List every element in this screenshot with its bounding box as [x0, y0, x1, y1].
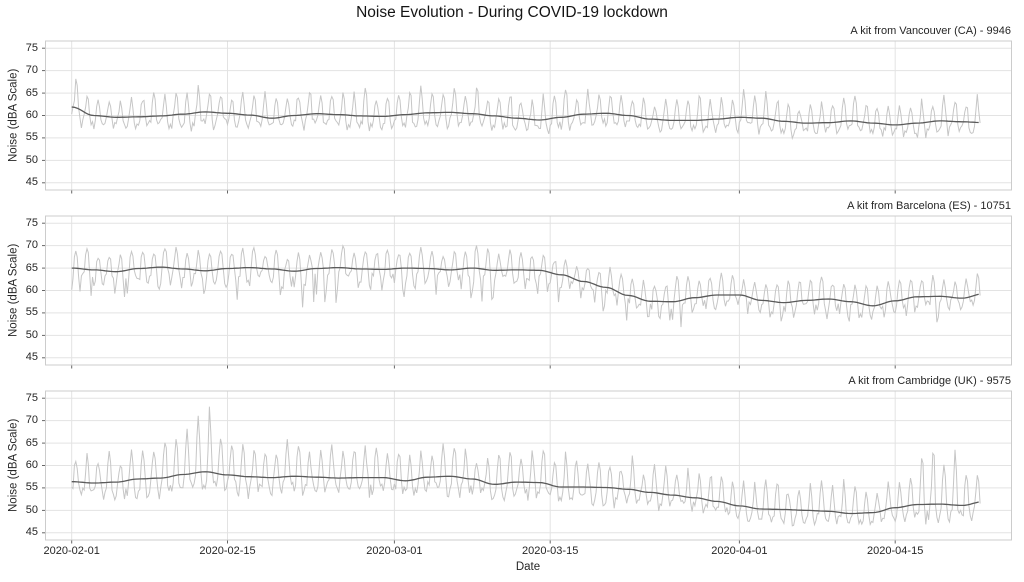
- y-tick-label: 55: [25, 131, 38, 144]
- y-tick-label: 50: [25, 153, 38, 166]
- x-tick-label: 2020-04-15: [867, 545, 924, 557]
- panel-0: [42, 40, 1012, 194]
- y-tick-label: 55: [25, 481, 38, 494]
- y-tick-label: 55: [25, 306, 38, 319]
- y-tick-label: 60: [25, 109, 38, 121]
- panel-0-spines: [45, 40, 1012, 191]
- y-tick-label: 50: [25, 503, 38, 516]
- panel-1-gridlines: [45, 216, 1012, 365]
- panel-0-gridlines: [45, 41, 1012, 190]
- panel-title-cambridge: A kit from Cambridge (UK) - 9575: [848, 375, 1011, 387]
- x-tick-label: 2020-03-01: [366, 545, 423, 557]
- x-tick-label: 2020-02-01: [43, 545, 100, 557]
- y-tick-label: 45: [25, 351, 38, 364]
- panel-2-raw-series: [71, 406, 981, 527]
- panel-2-gridlines: [45, 391, 1012, 540]
- y-tick-label: 70: [25, 64, 38, 77]
- panel-2-smoothed-series: [71, 471, 979, 515]
- y-tick-label: 75: [25, 216, 38, 229]
- panel-title-barcelona: A kit from Barcelona (ES) - 10751: [847, 200, 1011, 212]
- figure-title: Noise Evolution - During COVID-19 lockdo…: [356, 4, 668, 21]
- y-tick-label: 75: [25, 391, 38, 404]
- panel-1-spines: [45, 215, 1012, 366]
- x-tick-label: 2020-02-15: [199, 545, 256, 557]
- panel-0-raw-series: [71, 78, 981, 141]
- panel-2-spines: [45, 390, 1012, 541]
- x-tick-label: 2020-03-15: [522, 545, 579, 557]
- y-tick-label: 45: [25, 526, 38, 539]
- y-tick-label: 65: [25, 86, 38, 99]
- y-tick-label: 60: [25, 459, 38, 471]
- y-tick-label: 45: [25, 176, 38, 189]
- panel-0-tick-marks: [42, 47, 896, 194]
- panel-title-vancouver: A kit from Vancouver (CA) - 9946: [850, 25, 1011, 37]
- y-tick-label: 65: [25, 261, 38, 274]
- panel-1: [42, 215, 1012, 369]
- y-tick-label: 65: [25, 436, 38, 449]
- panel-1-tick-marks: [42, 222, 896, 369]
- x-tick-label: 2020-04-01: [711, 545, 768, 557]
- y-tick-label: 70: [25, 239, 38, 252]
- x-axis-label: Date: [515, 561, 541, 573]
- y-tick-label: 75: [25, 41, 38, 54]
- panel-2: [42, 390, 1012, 544]
- y-tick-label: 50: [25, 328, 38, 341]
- panel-1-smoothed-series: [71, 266, 979, 307]
- panel-0-smoothed-series: [71, 106, 979, 126]
- panel-1-raw-series: [71, 244, 981, 328]
- y-tick-label: 60: [25, 284, 38, 296]
- panel-2-tick-marks: [42, 397, 896, 544]
- y-tick-label: 70: [25, 414, 38, 427]
